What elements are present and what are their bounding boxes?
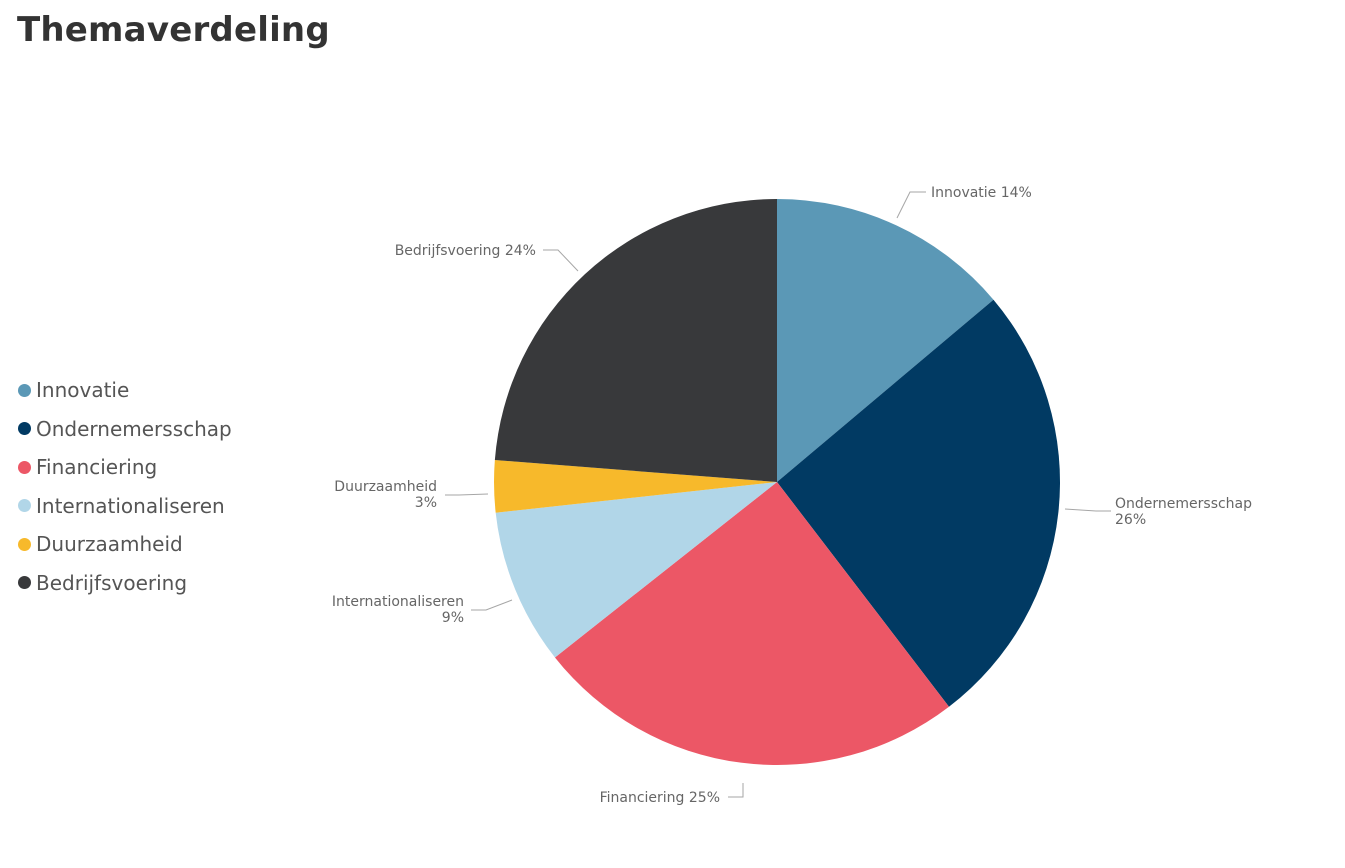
legend-label: Financiering: [36, 455, 158, 480]
pie-slice-innovatie[interactable]: [777, 199, 994, 482]
leader-line: [1064, 508, 1111, 512]
legend-item-ondernemersschap[interactable]: Ondernemersschap: [18, 410, 232, 449]
legend-label: Innovatie: [36, 378, 130, 403]
data-label-bedrijfsvoering: Bedrijfsvoering 24%: [395, 243, 536, 259]
data-label-innovatie: Innovatie 14%: [931, 185, 1032, 201]
legend-swatch-icon: [18, 537, 31, 551]
legend-swatch-icon: [18, 499, 31, 513]
leader-line: [896, 191, 926, 219]
legend-item-bedrijfsvoering[interactable]: Bedrijfsvoering: [18, 564, 232, 603]
legend: Innovatie Ondernemersschap Financiering …: [18, 371, 232, 602]
data-label-duurzaamheid: Duurzaamheid 3%: [334, 479, 437, 511]
data-label-ondernemersschap: Ondernemersschap 26%: [1115, 496, 1252, 528]
legend-swatch-icon: [18, 576, 31, 590]
leader-line: [728, 783, 744, 798]
pie-slice-duurzaamheid[interactable]: [494, 460, 777, 513]
legend-label: Internationaliseren: [36, 493, 225, 518]
pie-slice-ondernemersschap[interactable]: [777, 299, 1061, 707]
legend-label: Bedrijfsvoering: [36, 570, 188, 595]
pie-slice-internationaliseren[interactable]: [495, 482, 777, 658]
pie-slice-bedrijfsvoering[interactable]: [494, 199, 777, 482]
legend-swatch-icon: [18, 460, 31, 474]
legend-item-innovatie[interactable]: Innovatie: [18, 371, 232, 410]
data-label-internationaliseren: Internationaliseren 9%: [332, 594, 464, 626]
legend-item-financiering[interactable]: Financiering: [18, 448, 232, 487]
legend-swatch-icon: [18, 422, 31, 436]
leader-line: [471, 599, 513, 611]
data-label-financiering: Financiering 25%: [600, 790, 720, 806]
legend-item-duurzaamheid[interactable]: Duurzaamheid: [18, 525, 232, 564]
leader-line: [445, 493, 489, 496]
legend-label: Duurzaamheid: [36, 532, 183, 557]
legend-label: Ondernemersschap: [36, 416, 232, 441]
legend-item-internationaliseren[interactable]: Internationaliseren: [18, 487, 232, 526]
legend-swatch-icon: [18, 383, 31, 397]
chart-title: Themaverdeling: [17, 10, 330, 50]
pie-slice-financiering[interactable]: [554, 482, 949, 765]
leader-line: [543, 249, 579, 272]
